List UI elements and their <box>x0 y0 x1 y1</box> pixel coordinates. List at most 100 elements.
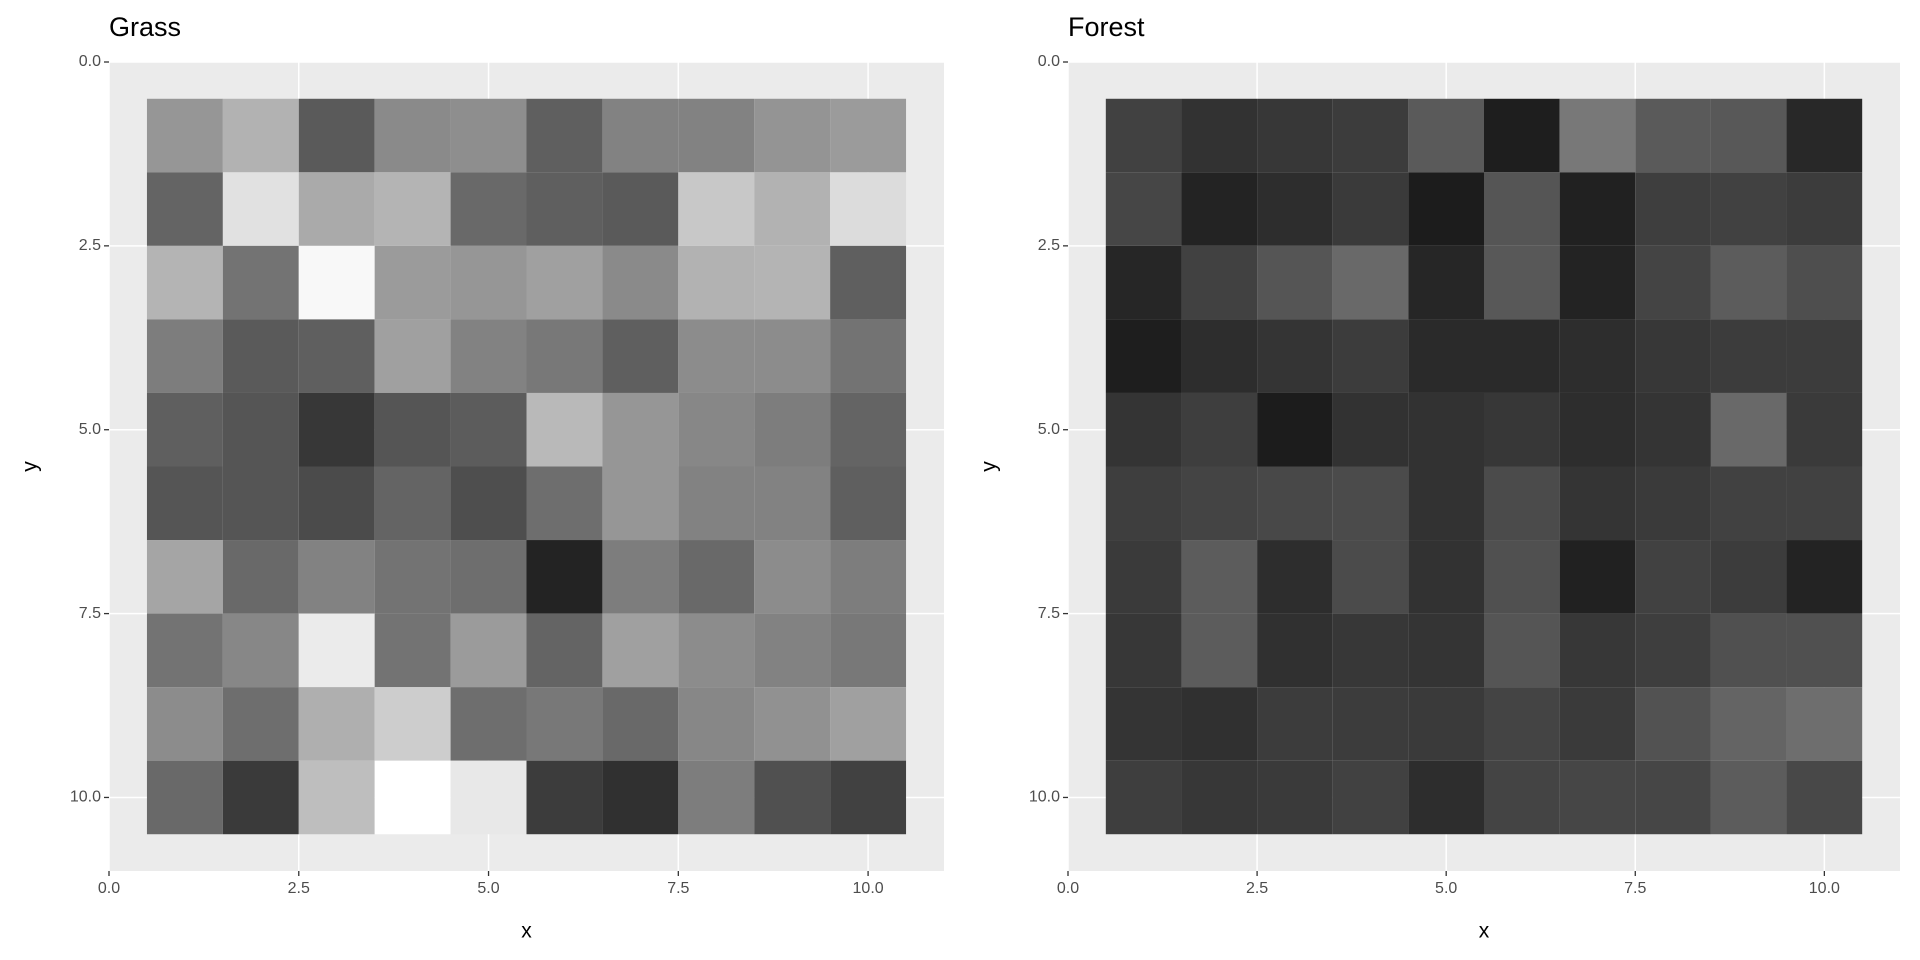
tile <box>1635 760 1711 835</box>
tile <box>1257 245 1333 320</box>
tile <box>1257 98 1333 173</box>
tile <box>1635 245 1711 320</box>
tile <box>298 760 375 835</box>
tile <box>298 319 375 393</box>
x-tick-label: 10.0 <box>1809 880 1840 897</box>
tile <box>602 319 679 393</box>
tile <box>374 687 451 761</box>
tile <box>1484 613 1560 688</box>
tile <box>1408 319 1484 393</box>
tile <box>222 245 299 320</box>
tile <box>374 392 451 467</box>
y-tick-label: 0.0 <box>79 53 101 70</box>
tile <box>1408 245 1484 320</box>
tile <box>298 172 375 246</box>
tile <box>678 98 755 173</box>
tile <box>1408 540 1484 614</box>
tile <box>602 392 679 467</box>
x-tick-label: 2.5 <box>288 880 310 897</box>
tile <box>1710 319 1787 393</box>
tile <box>754 98 831 173</box>
tile <box>1105 392 1182 467</box>
tile <box>1332 540 1409 614</box>
tile <box>222 172 299 246</box>
tile <box>1484 392 1560 467</box>
tile <box>1408 392 1484 467</box>
y-tick-label: 5.0 <box>79 421 101 438</box>
tile <box>146 760 223 835</box>
tile <box>374 760 451 835</box>
tile <box>1710 687 1787 761</box>
tile <box>754 540 831 614</box>
tile <box>1408 466 1484 541</box>
tile <box>374 466 451 541</box>
y-tick-label: 5.0 <box>1038 421 1060 438</box>
tile <box>830 540 907 614</box>
tile <box>1181 98 1258 173</box>
tile <box>1786 172 1863 246</box>
y-tick-label: 0.0 <box>1038 53 1060 70</box>
tile <box>1710 613 1787 688</box>
tile <box>1105 172 1182 246</box>
x-tick-label: 0.0 <box>1057 880 1079 897</box>
tile <box>1484 319 1560 393</box>
tile <box>678 540 755 614</box>
tile <box>374 172 451 246</box>
y-axis-title: y <box>978 461 1001 472</box>
tile <box>146 319 223 393</box>
tile <box>830 245 907 320</box>
tile <box>222 392 299 467</box>
tile <box>526 466 603 541</box>
tile <box>830 172 907 246</box>
tile <box>450 98 527 173</box>
tile <box>450 760 527 835</box>
tile <box>1786 760 1863 835</box>
tile <box>1635 540 1711 614</box>
tile <box>1257 540 1333 614</box>
tile <box>222 466 299 541</box>
tile <box>830 613 907 688</box>
tile <box>1786 98 1863 173</box>
tile <box>298 245 375 320</box>
tile <box>1181 392 1258 467</box>
tile <box>678 687 755 761</box>
tile <box>1181 172 1258 246</box>
tile <box>450 687 527 761</box>
tile <box>602 540 679 614</box>
tile <box>1786 245 1863 320</box>
tile <box>754 760 831 835</box>
tile <box>678 319 755 393</box>
tile <box>1559 172 1636 246</box>
x-tick-label: 2.5 <box>1246 880 1268 897</box>
tile <box>1181 540 1258 614</box>
y-tick-label: 2.5 <box>1038 237 1060 254</box>
tile <box>526 319 603 393</box>
x-tick-label: 5.0 <box>477 880 499 897</box>
tile <box>830 466 907 541</box>
tile <box>1710 98 1787 173</box>
tile <box>1559 392 1636 467</box>
tile <box>1408 613 1484 688</box>
x-tick-label: 0.0 <box>98 880 120 897</box>
tile <box>678 392 755 467</box>
y-tick-label: 10.0 <box>70 789 101 806</box>
tile <box>1710 245 1787 320</box>
tile <box>1105 319 1182 393</box>
tile <box>1181 687 1258 761</box>
tile <box>1105 466 1182 541</box>
tile <box>1332 760 1409 835</box>
tile <box>1484 98 1560 173</box>
tile <box>678 760 755 835</box>
tile <box>1559 466 1636 541</box>
tile <box>1105 613 1182 688</box>
tile <box>374 98 451 173</box>
y-tick-label: 7.5 <box>1038 605 1060 622</box>
tile <box>1257 319 1333 393</box>
x-tick-label: 7.5 <box>1624 880 1646 897</box>
tile <box>830 687 907 761</box>
tile <box>298 98 375 173</box>
tile <box>754 319 831 393</box>
tile <box>1559 319 1636 393</box>
